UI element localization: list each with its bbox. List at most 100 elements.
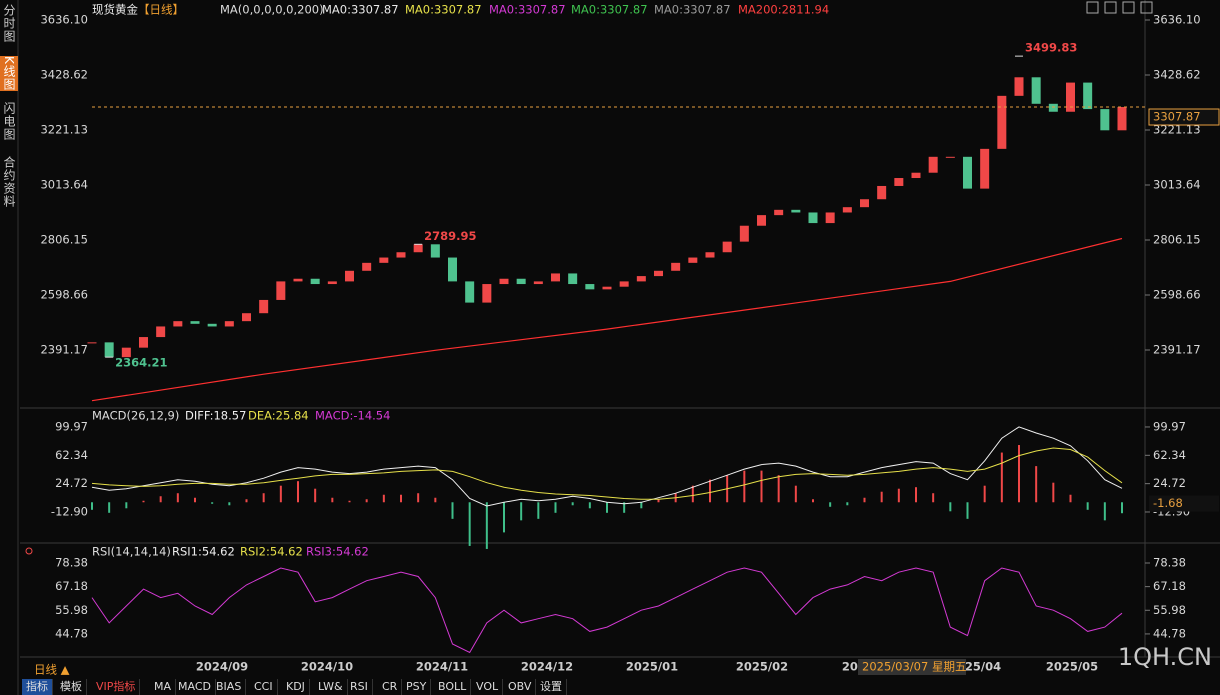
y-tick-label: 55.98 — [55, 603, 88, 617]
candle — [842, 207, 852, 213]
y-tick-label: 3221.13 — [1153, 123, 1201, 137]
toolbar-item[interactable]: 设置 — [536, 679, 567, 695]
icon[interactable] — [1086, 1, 1099, 14]
candle — [757, 215, 766, 226]
candle — [619, 281, 629, 287]
candle — [156, 326, 166, 338]
candle — [533, 281, 543, 285]
candle — [860, 199, 869, 208]
candle — [980, 148, 990, 189]
candle — [585, 284, 595, 290]
sidebar-tab[interactable]: 合约资料 — [2, 156, 16, 208]
y-tick-label: 62.34 — [1153, 448, 1186, 462]
y-tick-label: 99.97 — [55, 419, 88, 433]
toolbar-item[interactable]: VOL — [472, 679, 504, 695]
toolbar-item[interactable]: MA — [150, 679, 177, 695]
x-tick-label: 2024/11 — [416, 660, 468, 674]
y-tick-label: 3636.10 — [40, 13, 88, 27]
y-tick-label: 24.72 — [1153, 476, 1186, 490]
indicator-header: MACD:-14.54 — [315, 409, 390, 423]
period-button[interactable]: 日线 ▲ — [34, 663, 70, 677]
sidebar-tab[interactable]: K线图 — [0, 56, 18, 91]
candle — [104, 342, 114, 358]
candle — [276, 281, 286, 300]
x-tick-label: 2024/09 — [196, 660, 248, 674]
y-tick-label: 3013.64 — [1153, 178, 1201, 192]
toolbar-item[interactable]: RSI — [346, 679, 373, 695]
y-tick-label: 24.72 — [55, 476, 88, 490]
indicator-icon[interactable] — [25, 547, 33, 555]
x-tick-label: 2025/02 — [736, 660, 788, 674]
y-tick-label: 2391.17 — [40, 343, 88, 357]
last-price-label: 3307.87 — [1153, 110, 1201, 124]
candle — [808, 212, 818, 224]
y-tick-label: 78.38 — [1153, 555, 1186, 569]
toolbar-item[interactable]: PSY — [402, 679, 432, 695]
rsi-line — [91, 567, 1123, 654]
legend-entry: MA0:3307.87 — [654, 3, 731, 17]
macd-line — [91, 447, 1123, 500]
y-tick-label: 44.78 — [55, 626, 88, 640]
y-tick-label: 2806.15 — [1153, 233, 1201, 247]
toolbar-item[interactable]: 指标 — [22, 679, 53, 695]
candle — [259, 299, 269, 314]
y-tick-label: 62.34 — [55, 448, 88, 462]
toolbar-item[interactable]: CCI — [250, 679, 278, 695]
macd-line — [91, 426, 1123, 507]
toolbar-item[interactable]: 模板 — [56, 679, 87, 695]
toolbar-item[interactable]: KDJ — [282, 679, 310, 695]
indicator-header: RSI1:54.62 — [172, 545, 235, 559]
legend-entry: MA0:3307.87 — [571, 3, 648, 17]
y-tick-label: 2598.66 — [1153, 288, 1201, 302]
y-tick-label: 67.18 — [55, 579, 88, 593]
candle — [173, 321, 183, 327]
icon[interactable] — [1122, 1, 1135, 14]
toolbar-item[interactable]: CR — [378, 679, 403, 695]
candle — [1100, 109, 1110, 131]
y-tick-label: 3636.10 — [1153, 13, 1201, 27]
y-tick-label: 2391.17 — [1153, 343, 1201, 357]
icon[interactable] — [1104, 1, 1117, 14]
toolbar-item[interactable]: VIP指标 — [92, 679, 141, 695]
candle — [688, 257, 698, 263]
ma-params: MA(0,0,0,0,0,200) — [220, 3, 324, 17]
toolbar-item[interactable]: BOLL — [434, 679, 472, 695]
ma200-line — [91, 237, 1123, 402]
icon[interactable] — [1140, 1, 1153, 14]
legend-entry: MA0:3307.87 — [405, 3, 482, 17]
sidebar-tab[interactable]: 闪电图 — [2, 102, 16, 141]
crosshair-date: 2025/03/07 星期五 — [862, 660, 966, 674]
candle — [705, 252, 715, 258]
y-tick-label: 3428.62 — [1153, 68, 1201, 82]
candle — [1117, 107, 1127, 131]
highlight-label: 3499.83 — [1025, 41, 1077, 55]
toolbar-item[interactable]: MACD — [174, 679, 216, 695]
candle — [568, 273, 578, 285]
window-icons[interactable] — [1086, 1, 1153, 14]
candle — [1031, 77, 1041, 104]
highlight-label: 2789.95 — [424, 229, 476, 243]
toolbar-item[interactable]: LW& — [314, 679, 348, 695]
candle — [825, 212, 835, 224]
candle — [345, 270, 354, 282]
indicator-header: RSI3:54.62 — [306, 545, 369, 559]
y-tick-label: 3221.13 — [40, 123, 88, 137]
period: 【日线】 — [138, 3, 184, 17]
toolbar-item[interactable]: OBV — [504, 679, 537, 695]
candle — [928, 156, 938, 173]
candle — [87, 342, 97, 344]
highlight-label: 2364.21 — [115, 356, 167, 370]
candle — [654, 270, 663, 277]
last-price-box — [1148, 108, 1220, 126]
legend-entry: MA200:2811.94 — [738, 3, 829, 17]
toolbar-item[interactable]: BIAS — [212, 679, 247, 695]
crosshair-value: -1.68 — [1153, 496, 1183, 510]
y-tick-label: 55.98 — [1153, 603, 1186, 617]
candle — [997, 95, 1007, 149]
y-tick-label: 2598.66 — [40, 288, 88, 302]
sidebar-tab[interactable]: 分时图 — [2, 4, 16, 43]
candle — [327, 281, 337, 285]
